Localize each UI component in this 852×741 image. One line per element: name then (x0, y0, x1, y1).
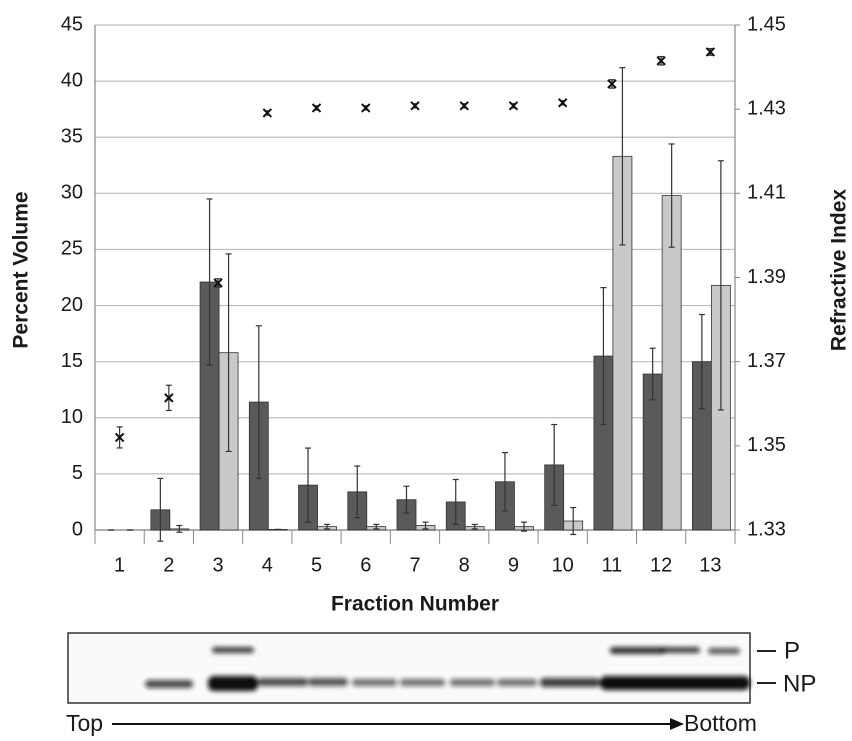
band-label: NP (783, 670, 816, 697)
marker (313, 104, 321, 112)
marker (460, 102, 468, 110)
y-tick-label: 30 (61, 182, 83, 204)
blot: P NP Top Bottom (66, 633, 816, 736)
marker (263, 109, 271, 117)
marker (509, 102, 517, 110)
direction-end: Bottom (684, 710, 757, 736)
y2-tick-label: 1.41 (747, 182, 786, 204)
x-tick-label: 7 (409, 554, 420, 576)
y2-tick-label: 1.39 (747, 266, 786, 288)
y-tick-label: 35 (61, 126, 83, 148)
x-tick-label: 4 (262, 554, 273, 576)
marker (559, 99, 567, 107)
y-tick-label: 5 (72, 462, 83, 484)
y2-tick-label: 1.37 (747, 350, 786, 372)
x-tick-label: 12 (650, 554, 672, 576)
y2-axis-title: Refractive Index (828, 189, 851, 352)
figure: Percent Volume Refractive Index Fraction… (0, 0, 852, 741)
x-tick-label: 1 (114, 554, 125, 576)
blot-frame (68, 633, 750, 703)
x-tick-label: 11 (602, 554, 623, 576)
marker (362, 104, 370, 112)
y-tick-label: 15 (61, 350, 83, 372)
y2-tick-label: 1.43 (747, 97, 786, 119)
x-axis-title: Fraction Number (331, 593, 499, 616)
x-tick-label: 8 (459, 554, 470, 576)
x-tick-label: 5 (311, 554, 322, 576)
y2-tick-label: 1.33 (747, 518, 786, 540)
y-tick-label: 20 (61, 294, 83, 316)
direction-start: Top (66, 710, 103, 736)
x-tick-label: 6 (360, 554, 371, 576)
y-tick-label: 0 (72, 518, 83, 540)
marker (411, 102, 419, 110)
y-tick-label: 45 (61, 13, 83, 35)
y-axis-title: Percent Volume (10, 191, 33, 348)
band-label: P (784, 637, 800, 664)
x-tick-label: 10 (552, 554, 574, 576)
x-tick-label: 2 (163, 554, 174, 576)
y-tick-label: 40 (61, 69, 83, 91)
x-tick-label: 13 (699, 554, 721, 576)
y-tick-label: 25 (61, 238, 83, 260)
y2-tick-label: 1.35 (747, 434, 786, 456)
y-tick-label: 10 (61, 406, 83, 428)
y2-tick-label: 1.45 (747, 13, 786, 35)
x-tick-label: 9 (508, 554, 519, 576)
x-tick-label: 3 (213, 554, 224, 576)
